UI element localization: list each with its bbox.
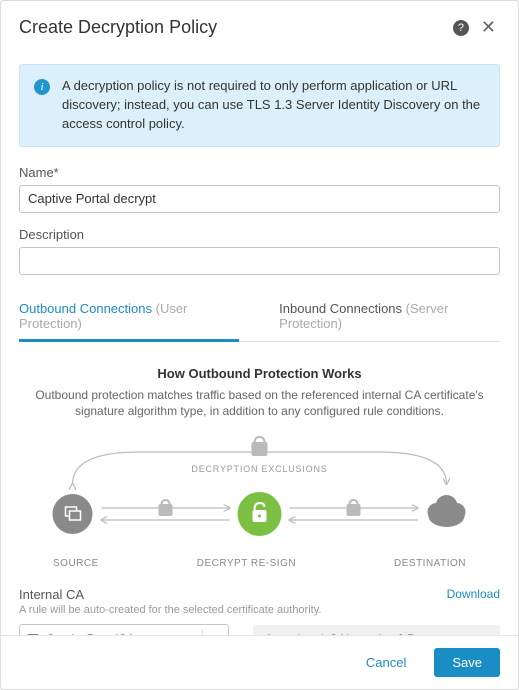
how-works-section: How Outbound Protection Works Outbound p… [19, 366, 500, 421]
cancel-button[interactable]: Cancel [348, 648, 424, 677]
internal-ca-value: CaptivePortalCA [46, 632, 135, 635]
description-label: Description [19, 227, 500, 242]
connection-tabs: Outbound Connections (User Protection) I… [19, 293, 500, 342]
tab-inbound-main: Inbound Connections [279, 301, 402, 316]
description-field-group: Description [19, 227, 500, 275]
name-label: Name* [19, 165, 500, 180]
edit-icon[interactable]: ✎ [141, 633, 150, 635]
diagram-labels: SOURCE DECRYPT RE-SIGN DESTINATION [19, 558, 500, 569]
help-icon[interactable]: ? [453, 20, 469, 36]
save-button[interactable]: Save [434, 648, 500, 677]
internal-ca-label: Internal CA [19, 587, 321, 602]
modal-title: Create Decryption Policy [19, 17, 453, 38]
description-input[interactable] [19, 247, 500, 275]
tab-outbound-main: Outbound Connections [19, 301, 152, 316]
modal-header: Create Decryption Policy ? ✕ [1, 1, 518, 50]
modal-footer: Cancel Save [1, 635, 518, 689]
download-link[interactable]: Download [447, 587, 500, 601]
create-decryption-policy-modal: Create Decryption Policy ? ✕ i A decrypt… [0, 0, 519, 690]
how-works-title: How Outbound Protection Works [19, 366, 500, 381]
protection-diagram: DECRYPTION EXCLUSIONS [19, 434, 500, 554]
info-banner: i A decryption policy is not required to… [19, 64, 500, 147]
tab-outbound[interactable]: Outbound Connections (User Protection) [19, 293, 239, 341]
associated-summary: Associated: 2 Networks, 1 Port [253, 625, 500, 635]
name-field-group: Name* [19, 165, 500, 213]
chevron-down-icon[interactable]: ⌄ [213, 633, 222, 635]
internal-ca-select[interactable]: CaptivePortalCA ✎ ✕ ⌄ [19, 624, 229, 635]
tab-inbound[interactable]: Inbound Connections (Server Protection) [279, 293, 500, 341]
info-banner-text: A decryption policy is not required to o… [62, 77, 485, 134]
clear-icon[interactable]: ✕ [183, 633, 192, 635]
source-label: SOURCE [53, 558, 99, 569]
destination-node [428, 495, 466, 527]
close-icon[interactable]: ✕ [477, 15, 500, 40]
decryption-exclusions-label: DECRYPTION EXCLUSIONS [191, 464, 327, 474]
info-icon: i [34, 79, 50, 95]
name-input[interactable] [19, 185, 500, 213]
internal-ca-row: CaptivePortalCA ✎ ✕ ⌄ Associated: 2 Netw… [19, 624, 500, 635]
decrypt-resign-label: DECRYPT RE-SIGN [197, 558, 296, 569]
internal-ca-section: Internal CA A rule will be auto-created … [19, 587, 500, 616]
certificate-icon [26, 632, 40, 635]
how-works-desc: Outbound protection matches traffic base… [19, 387, 500, 421]
destination-label: DESTINATION [394, 558, 466, 569]
modal-body: i A decryption policy is not required to… [1, 50, 518, 635]
internal-ca-sublabel: A rule will be auto-created for the sele… [19, 604, 321, 616]
